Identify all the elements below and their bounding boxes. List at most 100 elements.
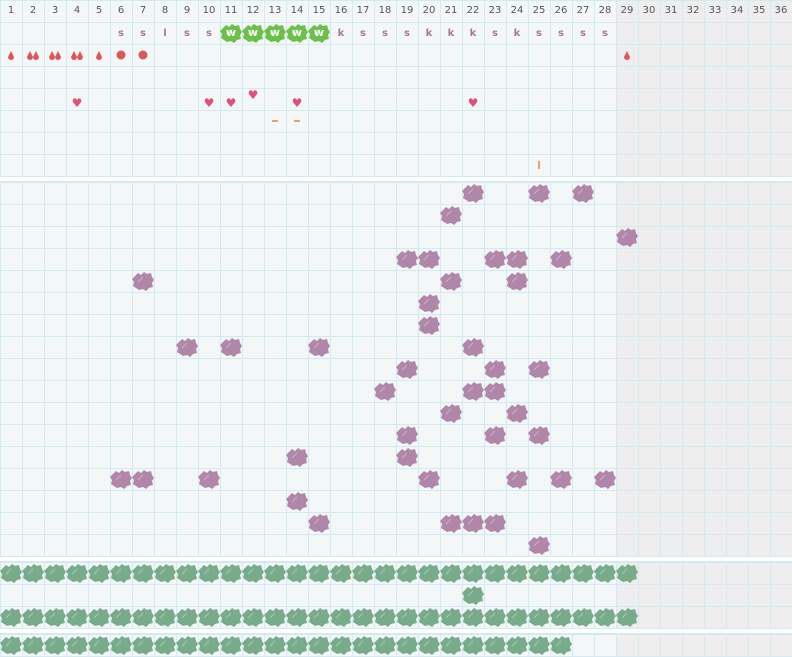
dash-cell[interactable] [264,110,286,132]
activity-letter-cell[interactable]: s [528,22,550,44]
activity-cell[interactable] [264,634,286,656]
activity-cell[interactable] [440,606,462,628]
heart-cell[interactable]: ♥ [66,92,88,114]
flow-cell[interactable] [132,44,154,66]
heart-cell[interactable]: ♥ [462,92,484,114]
activity-cell[interactable] [0,634,22,656]
activity-cell[interactable] [176,562,198,584]
activity-cell[interactable] [132,562,154,584]
activity-cell[interactable] [440,562,462,584]
activity-cell[interactable] [286,634,308,656]
mood-cell[interactable] [308,336,330,358]
activity-letter-cell[interactable]: w [308,22,330,44]
mood-cell[interactable] [286,446,308,468]
mood-cell[interactable] [506,402,528,424]
mood-cell[interactable] [484,512,506,534]
mood-cell[interactable] [176,336,198,358]
activity-letter-cell[interactable]: k [506,22,528,44]
mood-cell[interactable] [396,358,418,380]
activity-cell[interactable] [198,562,220,584]
activity-cell[interactable] [110,562,132,584]
mood-cell[interactable] [220,336,242,358]
activity-cell[interactable] [506,634,528,656]
activity-cell[interactable] [220,606,242,628]
activity-letter-cell[interactable]: s [550,22,572,44]
activity-cell[interactable] [132,634,154,656]
activity-cell[interactable] [88,634,110,656]
activity-cell[interactable] [594,606,616,628]
flow-cell[interactable] [616,44,638,66]
activity-cell[interactable] [528,606,550,628]
activity-cell[interactable] [176,606,198,628]
mood-cell[interactable] [110,468,132,490]
activity-cell[interactable] [198,634,220,656]
mood-cell[interactable] [418,314,440,336]
mood-cell[interactable] [132,270,154,292]
activity-letter-cell[interactable]: k [440,22,462,44]
activity-cell[interactable] [0,606,22,628]
activity-cell[interactable] [572,606,594,628]
activity-cell[interactable] [308,606,330,628]
activity-cell[interactable] [594,562,616,584]
mood-cell[interactable] [462,512,484,534]
activity-letter-cell[interactable]: l [154,22,176,44]
activity-cell[interactable] [352,562,374,584]
mood-cell[interactable] [462,336,484,358]
mood-cell[interactable] [286,490,308,512]
activity-letter-cell[interactable]: s [110,22,132,44]
flow-cell[interactable] [88,44,110,66]
mood-cell[interactable] [440,270,462,292]
activity-cell[interactable] [418,634,440,656]
activity-cell[interactable] [374,606,396,628]
activity-cell[interactable] [616,562,638,584]
activity-cell[interactable] [110,634,132,656]
mood-cell[interactable] [374,380,396,402]
flow-cell[interactable] [0,44,22,66]
flow-cell[interactable] [66,44,88,66]
activity-cell[interactable] [264,562,286,584]
heart-cell[interactable]: ♥ [220,92,242,114]
mood-cell[interactable] [198,468,220,490]
activity-cell[interactable] [330,634,352,656]
activity-cell[interactable] [550,606,572,628]
mood-cell[interactable] [462,182,484,204]
activity-cell[interactable] [88,606,110,628]
activity-letter-cell[interactable]: s [198,22,220,44]
activity-letter-cell[interactable]: s [132,22,154,44]
mood-cell[interactable] [418,292,440,314]
activity-letter-cell[interactable]: w [220,22,242,44]
activity-cell[interactable] [506,562,528,584]
mood-cell[interactable] [396,248,418,270]
activity-letter-cell[interactable]: s [594,22,616,44]
activity-cell[interactable] [550,634,572,656]
activity-cell[interactable] [462,606,484,628]
activity-cell[interactable] [308,634,330,656]
activity-cell[interactable] [220,562,242,584]
activity-cell[interactable] [242,634,264,656]
activity-cell[interactable] [286,606,308,628]
activity-cell[interactable] [550,562,572,584]
activity-cell[interactable] [528,634,550,656]
mood-cell[interactable] [594,468,616,490]
activity-cell[interactable] [22,562,44,584]
mood-cell[interactable] [506,468,528,490]
activity-cell[interactable] [484,562,506,584]
activity-cell[interactable] [22,606,44,628]
activity-cell[interactable] [572,562,594,584]
mood-cell[interactable] [550,468,572,490]
activity-cell[interactable] [374,562,396,584]
mood-cell[interactable] [440,402,462,424]
activity-cell[interactable] [22,634,44,656]
dash-cell[interactable] [286,110,308,132]
activity-letter-cell[interactable]: w [242,22,264,44]
mood-cell[interactable] [308,512,330,534]
activity-letter-cell[interactable]: s [352,22,374,44]
mood-cell[interactable] [616,226,638,248]
activity-cell[interactable] [616,606,638,628]
mood-cell[interactable] [396,446,418,468]
activity-cell[interactable] [264,606,286,628]
activity-cell[interactable] [44,606,66,628]
activity-cell[interactable] [0,562,22,584]
heart-cell[interactable]: ♥ [198,92,220,114]
activity-cell[interactable] [44,562,66,584]
